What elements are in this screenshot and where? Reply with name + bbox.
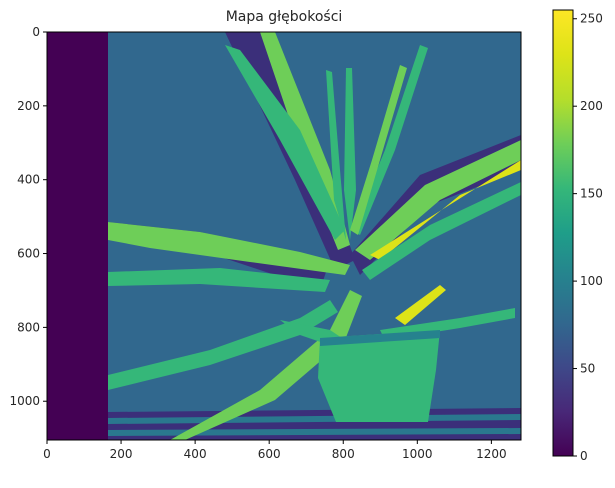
heatmap-leaf-9	[362, 182, 521, 280]
heatmap-pot	[318, 330, 440, 422]
x-tick-label: 200	[110, 447, 133, 461]
x-tick-label: 600	[258, 447, 281, 461]
colorbar-tick-label: 200	[580, 99, 603, 113]
heatmap-leaf-12	[108, 300, 338, 390]
x-axis: 0 200 400 600 800 1000 1200	[43, 440, 507, 461]
colorbar-tick-label: 150	[580, 187, 603, 201]
colorbar-axis: 0 50 100 150 200 250	[573, 12, 603, 463]
y-tick-label: 200	[17, 99, 40, 113]
heatmap-leaf-2	[225, 45, 345, 240]
colorbar-tick-label: 50	[580, 362, 595, 376]
heatmap-soil-stripe-2	[108, 428, 521, 436]
heatmap-leaf-8	[370, 160, 521, 260]
x-tick-label: 0	[43, 447, 51, 461]
colorbar-tick-label: 100	[580, 274, 603, 288]
y-axis: 0 200 400 600 800 1000	[9, 25, 47, 408]
plot-frame	[46, 31, 522, 441]
heatmap-leaf-10	[108, 222, 350, 275]
x-tick-label: 1200	[476, 447, 507, 461]
x-tick-label: 400	[184, 447, 207, 461]
heatmap-leaf-14	[395, 285, 446, 325]
heatmap-pot-rim	[320, 330, 440, 346]
heatmap-leaf-11	[108, 268, 330, 292]
colorbar-tick-label: 0	[580, 449, 588, 463]
y-tick-label: 800	[17, 320, 40, 334]
colorbar-tick-label: 250	[580, 12, 603, 26]
colorbar	[552, 9, 574, 457]
heatmap-left-border	[47, 32, 108, 440]
x-tick-label: 1000	[402, 447, 433, 461]
chart-title: Mapa głębokości	[226, 9, 343, 25]
heatmap-leaf-4	[326, 70, 346, 240]
y-tick-label: 1000	[9, 394, 40, 408]
heatmap-leaf-3	[344, 68, 356, 240]
y-tick-label: 600	[17, 247, 40, 261]
heatmap-leaf-7	[355, 140, 521, 260]
x-tick-label: 800	[332, 447, 355, 461]
heatmap-image	[47, 32, 521, 440]
heatmap-leaf-6	[350, 65, 407, 235]
y-tick-label: 0	[32, 25, 40, 39]
y-tick-label: 400	[17, 173, 40, 187]
heatmap-leaf-13	[170, 290, 362, 440]
